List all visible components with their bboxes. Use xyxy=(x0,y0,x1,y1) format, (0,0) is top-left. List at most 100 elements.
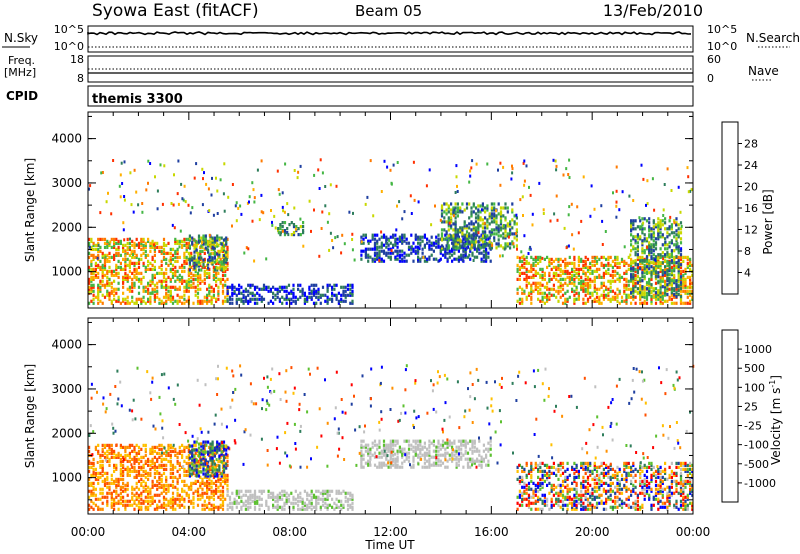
echo-cell xyxy=(187,251,190,255)
echo-cell xyxy=(497,212,500,216)
echo-cell xyxy=(302,231,305,235)
echo-cell xyxy=(364,255,367,259)
echo-cell xyxy=(673,289,676,293)
echo-cell xyxy=(149,291,152,295)
echo-cell xyxy=(103,259,107,263)
echo-cell xyxy=(679,289,683,293)
echo-cell xyxy=(373,243,377,247)
echo-cell xyxy=(193,176,196,180)
echo-cell xyxy=(103,273,107,277)
echo-cell xyxy=(187,453,190,457)
echo-cell xyxy=(481,244,484,248)
echo-cell xyxy=(364,443,367,447)
echo-cell xyxy=(210,481,213,485)
echo-cell xyxy=(444,251,447,255)
echo-cell xyxy=(215,463,218,467)
echo-cell xyxy=(690,188,693,192)
echo-cell xyxy=(224,256,227,260)
echo-cell xyxy=(450,236,453,240)
echo-cell xyxy=(215,261,218,265)
echo-cell xyxy=(548,295,551,299)
echo-cell xyxy=(131,469,134,473)
echo-cell xyxy=(92,481,95,485)
echo-cell xyxy=(140,501,143,505)
echo-cell xyxy=(548,279,551,283)
echo-cell xyxy=(586,299,590,303)
echo-cell xyxy=(376,239,379,243)
echo-cell xyxy=(271,223,274,227)
echo-cell xyxy=(326,497,329,501)
echo-cell xyxy=(614,255,617,259)
echo-cell xyxy=(437,241,440,245)
echo-cell xyxy=(326,287,329,291)
echo-cell xyxy=(211,258,214,262)
echo-cell xyxy=(156,281,159,285)
echo-cell xyxy=(211,260,214,264)
echo-cell xyxy=(196,503,200,507)
echo-cell xyxy=(117,295,120,299)
echo-cell xyxy=(171,505,175,509)
echo-cell xyxy=(666,251,669,255)
echo-cell xyxy=(201,479,204,483)
echo-cell xyxy=(567,213,570,217)
echo-cell xyxy=(203,171,205,175)
echo-cell xyxy=(171,503,175,507)
echo-cell xyxy=(312,493,316,497)
echo-cell xyxy=(208,253,211,257)
echo-cell xyxy=(525,295,528,299)
echo-cell xyxy=(636,281,639,285)
echo-cell xyxy=(614,295,617,299)
cpid-strip: CPID themis 3300 xyxy=(6,85,694,107)
echo-cell xyxy=(181,239,184,243)
echo-cell xyxy=(447,206,450,210)
echo-cell xyxy=(459,239,462,243)
echo-cell xyxy=(682,275,685,279)
echo-cell xyxy=(144,269,147,273)
echo-cell xyxy=(281,205,284,209)
echo-cell xyxy=(518,267,521,271)
echo-cell xyxy=(654,287,658,291)
echo-cell xyxy=(228,505,232,509)
echo-cell xyxy=(421,235,424,239)
echo-cell xyxy=(167,503,170,507)
nsearch-tick-top: 10^5 xyxy=(707,23,737,36)
echo-cell xyxy=(197,464,201,468)
echo-cell xyxy=(90,483,93,487)
echo-cell xyxy=(178,475,181,479)
echo-cell xyxy=(461,228,464,232)
echo-cell xyxy=(639,235,642,239)
echo-cell xyxy=(450,224,453,228)
echo-cell xyxy=(144,471,147,475)
echo-cell xyxy=(580,285,583,289)
echo-cell xyxy=(206,287,209,291)
echo-cell xyxy=(595,255,599,259)
echo-cell xyxy=(499,161,502,165)
echo-cell xyxy=(188,468,191,472)
echo-cell xyxy=(142,499,145,503)
echo-cell xyxy=(376,233,379,237)
echo-cell xyxy=(385,455,388,459)
echo-cell xyxy=(204,472,207,476)
echo-cell xyxy=(457,249,460,253)
echo-cell xyxy=(484,230,487,234)
echo-cell xyxy=(480,208,483,212)
echo-cell xyxy=(668,281,671,285)
echo-cell xyxy=(598,295,601,299)
echo-cell xyxy=(199,481,202,485)
echo-cell xyxy=(506,224,509,228)
echo-cell xyxy=(203,295,206,299)
echo-cell xyxy=(670,297,673,301)
echo-cell xyxy=(634,301,637,305)
echo-cell xyxy=(648,261,651,265)
echo-cell xyxy=(244,299,247,303)
echo-cell xyxy=(689,281,692,285)
echo-cell xyxy=(276,505,279,509)
echo-cell xyxy=(226,255,229,259)
echo-cell xyxy=(276,291,279,295)
echo-cell xyxy=(220,450,223,454)
echo-cell xyxy=(269,495,272,499)
echo-cell xyxy=(664,221,667,225)
echo-cell xyxy=(315,301,318,305)
echo-cell xyxy=(188,254,191,258)
